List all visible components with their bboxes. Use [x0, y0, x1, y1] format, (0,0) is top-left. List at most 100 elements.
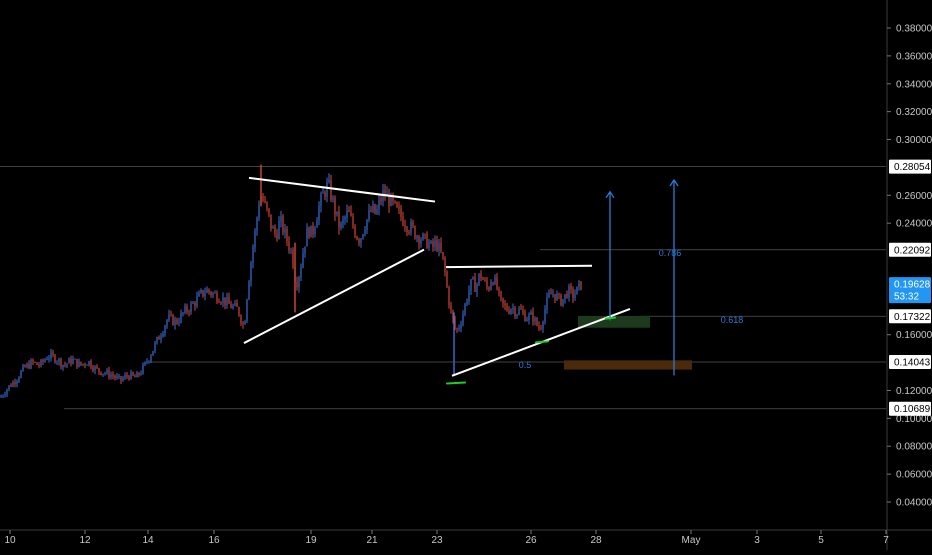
candle-body	[418, 236, 420, 244]
candle-body	[504, 303, 506, 306]
pivot-marker	[605, 316, 616, 320]
candle-body	[154, 342, 156, 351]
candle-body	[184, 306, 186, 313]
candle-body	[108, 370, 110, 378]
candle-body	[454, 319, 456, 329]
candle-body	[358, 239, 360, 244]
candle-body	[424, 233, 426, 235]
price-tick-label: 0.10000	[896, 414, 932, 425]
candle-body	[24, 365, 26, 368]
price-tick-label: 0.12000	[896, 386, 932, 397]
candle-body	[490, 282, 492, 290]
triangle-lower-resistance	[445, 264, 593, 269]
candle-body	[50, 352, 52, 359]
support-box-orange	[564, 360, 692, 370]
candle-body	[468, 290, 470, 301]
time-tick-label: 12	[79, 535, 91, 546]
candle-body	[502, 297, 504, 304]
triangle-upper-support	[243, 248, 425, 344]
candle-body	[124, 375, 126, 379]
candle-body	[394, 200, 396, 203]
candle-body	[74, 358, 76, 360]
candle-body	[34, 362, 36, 363]
candle-body	[304, 246, 306, 254]
candle-body	[136, 372, 138, 378]
candle-body	[510, 309, 512, 314]
candle-body	[118, 376, 120, 377]
candle-body	[436, 240, 438, 251]
target-arrow-head	[669, 178, 679, 187]
candles	[0, 164, 582, 398]
time-tick-label: 3	[754, 535, 760, 546]
target-arrows	[605, 178, 679, 376]
price-level-tag	[889, 309, 931, 324]
candle-body	[482, 278, 484, 280]
candle-body	[514, 308, 516, 317]
candle-body	[244, 321, 246, 325]
candle-body	[110, 374, 112, 378]
time-tick-label: 14	[142, 535, 154, 546]
time-tick-label: 23	[431, 535, 443, 546]
candle-body	[576, 286, 578, 295]
candle-body	[186, 306, 188, 312]
candle-body	[206, 289, 208, 293]
candle-body	[166, 320, 168, 326]
candle-body	[192, 302, 194, 304]
candle-body	[564, 294, 566, 300]
candle-body	[532, 311, 534, 322]
candle-body	[8, 385, 10, 390]
candle-body	[70, 358, 72, 364]
candle-body	[288, 241, 290, 251]
candle-body	[446, 271, 448, 288]
candle-body	[314, 227, 316, 235]
candle-body	[258, 204, 260, 219]
candle-body	[14, 381, 16, 384]
candle-body	[558, 293, 560, 295]
candle-body	[80, 361, 82, 365]
price-tick-label: 0.30000	[896, 135, 932, 146]
price-tick-label: 0.38000	[896, 24, 932, 35]
candle-body	[484, 279, 486, 281]
price-tick-label: 0.06000	[896, 470, 932, 481]
candle-body	[116, 376, 118, 378]
candle-body	[212, 292, 214, 295]
candle-body	[4, 394, 6, 396]
candle-body	[414, 226, 416, 239]
candle-body	[240, 315, 242, 324]
candle-body	[190, 303, 192, 313]
candle-body	[252, 247, 254, 263]
candle-body	[574, 294, 576, 298]
candle-body	[280, 216, 282, 222]
candle-body	[82, 363, 84, 365]
candle-body	[72, 359, 74, 364]
fib-label: 0.786	[659, 248, 682, 258]
candle-body	[106, 370, 108, 374]
time-tick-label: 10	[4, 535, 16, 546]
candle-body	[370, 210, 372, 212]
candle-body	[182, 312, 184, 314]
candle-body	[92, 367, 94, 371]
price-axis[interactable]: 0.38000 0.36000 0.34000 0.32000 0.30000 0.260…	[886, 0, 932, 550]
candle-body	[264, 200, 266, 203]
candle-body	[230, 303, 232, 309]
candle-body	[176, 319, 178, 324]
candle-body	[112, 374, 114, 377]
candle-body	[76, 358, 78, 367]
candle-body	[430, 240, 432, 243]
candle-body	[54, 355, 56, 363]
candle-body	[282, 216, 284, 233]
candle-body	[432, 240, 434, 247]
candle-body	[296, 282, 298, 288]
candle-body	[330, 179, 332, 200]
candle-body	[308, 227, 310, 238]
candle-body	[464, 304, 466, 315]
candle-body	[368, 210, 370, 220]
candle-body	[270, 214, 272, 229]
candle-body	[12, 381, 14, 387]
pivot-marker	[446, 381, 466, 385]
price-level-tag-label: 0.14043	[894, 357, 931, 368]
candle-body	[530, 311, 532, 315]
time-axis[interactable]: 10 12 14 16 19 21 23 26 28 May 3 5 7	[0, 529, 932, 546]
